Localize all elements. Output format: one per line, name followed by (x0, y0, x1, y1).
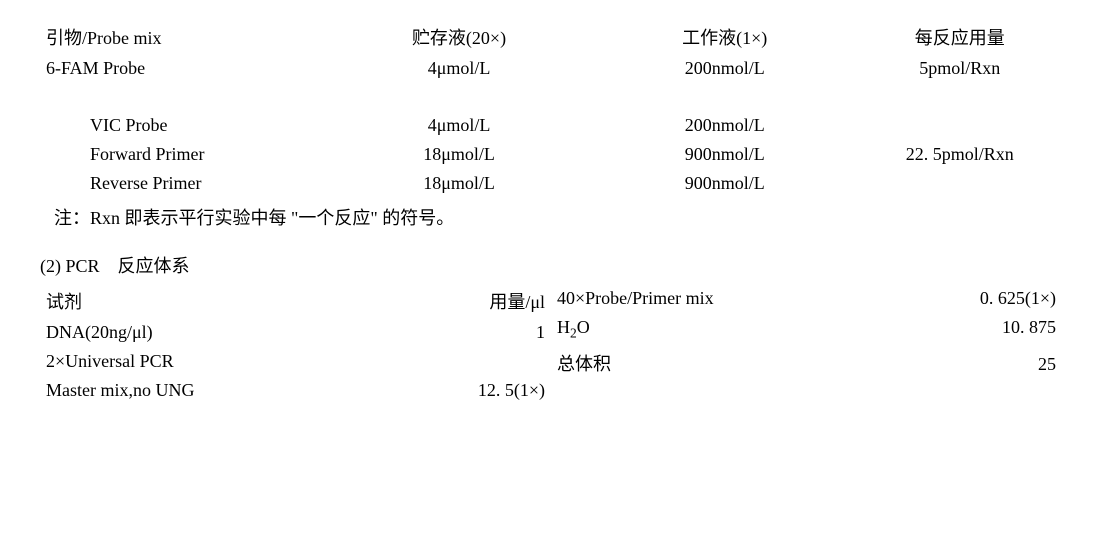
reagent-label: H2O (551, 313, 858, 346)
table-row: 6-FAM Probe4μmol/L200nmol/L5pmol/Rxn (40, 54, 1062, 83)
row-stock: 4μmol/L (326, 111, 592, 140)
row-working: 200nmol/L (592, 111, 858, 140)
table-row: 试剂用量/μl (40, 284, 551, 318)
section-pcr-title: (2) PCR 反应体系 (40, 252, 1062, 278)
table-row: VIC Probe4μmol/L200nmol/L (40, 111, 1062, 140)
header-per-rxn: 每反应用量 (858, 20, 1062, 54)
reagent-amount: 10. 875 (858, 313, 1062, 346)
reagent-label: 2×Universal PCR (40, 347, 347, 376)
row-per-rxn: 5pmol/Rxn (858, 54, 1062, 83)
row-working: 200nmol/L (592, 54, 858, 83)
reagent-amount: 0. 625(1×) (858, 284, 1062, 313)
table-row: Master mix,no UNG12. 5(1×) (40, 376, 551, 405)
table-row: 2×Universal PCR (40, 347, 551, 376)
pcr-reaction-body: 试剂用量/μlDNA(20ng/μl)12×Universal PCRMaste… (40, 284, 1062, 405)
row-stock: 4μmol/L (326, 54, 592, 83)
table-row: Reverse Primer18μmol/L900nmol/L (40, 169, 1062, 198)
header-working: 工作液(1×) (592, 20, 858, 54)
header-stock: 贮存液(20×) (326, 20, 592, 54)
reagent-label: 40×Probe/Primer mix (551, 284, 858, 313)
reagent-amount: 用量/μl (347, 284, 551, 318)
footnote-rxn: 注：Rxn 即表示平行实验中每 "一个反应" 的符号。 (40, 204, 1062, 230)
pcr-table-right: 40×Probe/Primer mix0. 625(1×)H2O10. 875总… (551, 284, 1062, 380)
row-per-rxn (858, 169, 1062, 198)
row-per-rxn: 22. 5pmol/Rxn (858, 140, 1062, 169)
row-working: 900nmol/L (592, 140, 858, 169)
spacer-row (40, 83, 1062, 111)
row-stock: 18μmol/L (326, 169, 592, 198)
reagent-amount: 12. 5(1×) (347, 376, 551, 405)
table-row: 40×Probe/Primer mix0. 625(1×) (551, 284, 1062, 313)
row-name: VIC Probe (40, 111, 326, 140)
row-name: Reverse Primer (40, 169, 326, 198)
row-stock: 18μmol/L (326, 140, 592, 169)
table-row: Forward Primer18μmol/L900nmol/L22. 5pmol… (40, 140, 1062, 169)
row-working: 900nmol/L (592, 169, 858, 198)
reagent-label: DNA(20ng/μl) (40, 318, 347, 347)
reagent-amount: 1 (347, 318, 551, 347)
table-row: DNA(20ng/μl)1 (40, 318, 551, 347)
row-per-rxn (858, 111, 1062, 140)
probe-mix-table: 引物/Probe mix 贮存液(20×) 工作液(1×) 每反应用量 6-FA… (40, 20, 1062, 198)
table-row: 总体积25 (551, 346, 1062, 380)
row-name: Forward Primer (40, 140, 326, 169)
reagent-label: 总体积 (551, 346, 858, 380)
pcr-table-left: 试剂用量/μlDNA(20ng/μl)12×Universal PCRMaste… (40, 284, 551, 405)
reagent-label: 试剂 (40, 284, 347, 318)
reagent-amount: 25 (858, 346, 1062, 380)
row-name: 6-FAM Probe (40, 54, 326, 83)
table-row: H2O10. 875 (551, 313, 1062, 346)
reagent-label: Master mix,no UNG (40, 376, 347, 405)
header-probe-mix: 引物/Probe mix (40, 20, 326, 54)
probe-mix-header-row: 引物/Probe mix 贮存液(20×) 工作液(1×) 每反应用量 (40, 20, 1062, 54)
reagent-amount (347, 347, 551, 376)
